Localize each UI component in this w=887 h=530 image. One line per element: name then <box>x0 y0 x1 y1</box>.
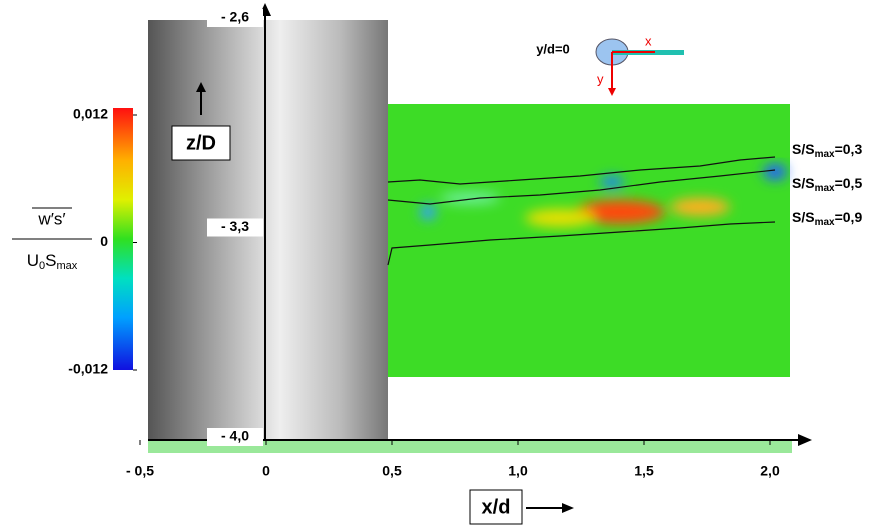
colorbar-tick-label: -0,012 <box>68 361 108 377</box>
z-tick-box <box>207 428 263 446</box>
contours <box>387 156 776 266</box>
colorbar-numerator: w′s′ <box>37 209 65 228</box>
inset-title: y/d=0 <box>536 41 570 56</box>
x-tick-label: - 0,5 <box>126 463 154 479</box>
contour-label-sub: max <box>815 217 835 228</box>
colorbar <box>113 108 133 370</box>
z-tick-label: - 4,0 <box>221 428 249 444</box>
x-tick-label: 2,0 <box>760 463 780 479</box>
colorbar-label: w′s′ U0Smax <box>12 207 92 272</box>
d3: max <box>56 260 77 272</box>
d1: 0 <box>39 260 45 272</box>
contour-label-rest: =0,9 <box>835 209 863 225</box>
contour-label-sub: max <box>815 183 835 194</box>
z-arrow-head <box>196 82 206 92</box>
contour-label-base: S/S <box>792 141 815 157</box>
x-axis-arrow <box>798 434 812 446</box>
field <box>388 104 790 377</box>
contour-label: S/Smax=0,5 <box>792 175 862 194</box>
inset-y-head <box>608 88 616 96</box>
inset-y: y <box>597 71 604 86</box>
z-tick-label: - 2,6 <box>221 9 249 25</box>
inset-x: x <box>645 33 652 48</box>
x-tick-label: 0,5 <box>382 463 402 479</box>
inset: y/d=0 x y <box>536 33 684 96</box>
contour-label: S/Smax=0,3 <box>792 141 862 160</box>
contour-label-sub: max <box>815 149 835 160</box>
z-tick-box <box>207 9 263 27</box>
x-tick-label: 1,0 <box>508 463 528 479</box>
z-tick-label: - 3,3 <box>221 218 249 234</box>
wall-strip <box>148 440 792 453</box>
x-tick-label: 1,5 <box>634 463 654 479</box>
d0: U <box>27 251 39 270</box>
d2: S <box>45 251 56 270</box>
cylinder <box>148 20 388 440</box>
colorbar-denominator: U0Smax <box>27 251 78 271</box>
x-arrow-head <box>562 503 574 513</box>
x-tick-label: 0 <box>262 463 270 479</box>
x-label: x/d <box>482 496 511 518</box>
contour-label-rest: =0,3 <box>835 141 863 157</box>
z-label: z/D <box>186 132 216 154</box>
colorbar-tick-label: 0,012 <box>73 106 108 122</box>
contour-label-base: S/S <box>792 175 815 191</box>
contour-label: S/Smax=0,9 <box>792 209 862 228</box>
z-tick-box <box>207 218 263 237</box>
z-label-box <box>171 125 231 161</box>
contour-label-base: S/S <box>792 209 815 225</box>
colorbar-tick-label: 0 <box>100 233 108 249</box>
contour-label-rest: =0,5 <box>835 175 863 191</box>
x-label-box <box>469 489 523 525</box>
